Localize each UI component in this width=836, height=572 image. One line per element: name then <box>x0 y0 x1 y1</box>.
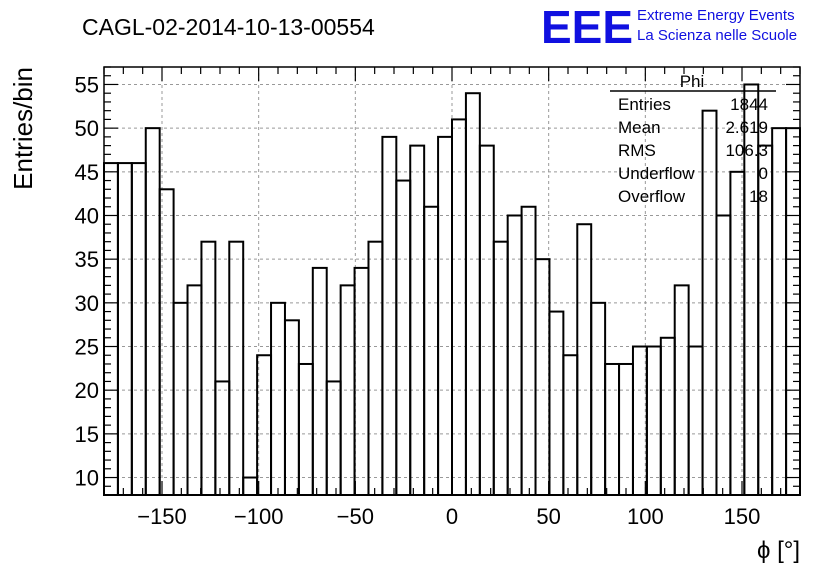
x-tick-label: 150 <box>724 504 761 529</box>
histogram-bin <box>659 336 676 496</box>
histogram-bin <box>576 223 593 496</box>
histogram-bin <box>631 345 648 496</box>
x-tick-label: 50 <box>536 504 560 529</box>
histogram-bin <box>395 179 412 496</box>
logo-line-2: La Scienza nelle Scuole <box>637 27 797 44</box>
x-axis-label: ϕ [°] <box>757 537 800 564</box>
stats-row-value: 2.619 <box>725 118 768 137</box>
y-tick-label: 40 <box>75 203 99 228</box>
histogram-bin <box>409 144 426 496</box>
histogram-bin <box>144 127 161 496</box>
histogram-bin <box>590 301 607 496</box>
histogram-bin <box>214 380 231 496</box>
y-tick-label: 50 <box>75 116 99 141</box>
histogram-bin <box>451 118 467 496</box>
histogram-bin <box>562 354 579 496</box>
axis-ticks: −150 −100 −50 0 50 100 150 10 15 20 25 30 35 40 45 50 55 <box>75 66 801 529</box>
stats-title: Phi <box>680 72 705 91</box>
histogram-bin <box>242 476 259 496</box>
histogram-bin <box>645 345 662 496</box>
histogram-bin <box>311 266 328 496</box>
eee-logo: EEE <box>541 1 633 53</box>
histogram-bin <box>604 362 621 496</box>
histogram-bin <box>256 354 273 496</box>
chart-title: CAGL-02-2014-10-13-00554 <box>82 14 375 40</box>
histogram-bin <box>423 205 440 496</box>
x-tick-label: −50 <box>337 504 374 529</box>
stats-row-value: 0 <box>759 164 768 183</box>
histogram-bin <box>353 266 370 496</box>
y-axis-label: Entries/bin <box>8 67 38 190</box>
stats-row-label: RMS <box>618 141 656 160</box>
histogram-bin <box>200 240 217 496</box>
histogram-bin <box>367 240 384 496</box>
y-tick-label: 15 <box>75 422 99 447</box>
stats-box: Phi Entries 1844 Mean 2.619 RMS 106.3 Underflo… <box>610 72 776 206</box>
x-tick-label: 100 <box>627 504 664 529</box>
logo-line-1: Extreme Energy Events <box>637 7 795 24</box>
histogram-bin <box>715 214 732 496</box>
histogram-bin <box>130 162 147 496</box>
histogram-bin <box>478 144 495 496</box>
histogram-bin <box>437 135 453 496</box>
histogram-bin <box>492 240 509 496</box>
y-tick-label: 55 <box>75 72 99 97</box>
stats-row-value: 18 <box>749 187 768 206</box>
histogram-bin <box>687 345 704 496</box>
stats-rows: Entries 1844 Mean 2.619 RMS 106.3 Underflow 0 Ov… <box>618 95 768 206</box>
histogram-bin <box>172 301 189 496</box>
histogram-bin <box>270 301 286 496</box>
histogram-bin <box>771 127 788 496</box>
y-tick-label: 10 <box>75 466 99 491</box>
y-tick-label: 30 <box>75 291 99 316</box>
histogram-bin <box>618 362 634 496</box>
x-tick-label: 0 <box>446 504 458 529</box>
histogram-bin <box>548 310 565 497</box>
y-tick-label: 20 <box>75 378 99 403</box>
stats-row-label: Underflow <box>618 164 695 183</box>
stats-row-value: 106.3 <box>725 141 768 160</box>
y-tick-label: 35 <box>75 247 99 272</box>
histogram-bin <box>297 362 314 496</box>
x-tick-label: −100 <box>234 504 284 529</box>
histogram-bin <box>534 258 551 496</box>
stats-row-label: Entries <box>618 95 671 114</box>
x-tick-label: −150 <box>137 504 187 529</box>
histogram-bins <box>103 83 802 497</box>
stats-row-label: Overflow <box>618 187 686 206</box>
histogram-bin <box>381 135 398 496</box>
histogram-bin <box>506 214 523 496</box>
histogram-bin <box>464 92 481 497</box>
histogram-bin <box>116 162 133 496</box>
histogram-bin <box>228 240 245 496</box>
stats-row-label: Mean <box>618 118 661 137</box>
histogram-bin <box>520 205 537 496</box>
stats-row-value: 1844 <box>730 95 768 114</box>
y-tick-label: 25 <box>75 335 99 360</box>
y-tick-label: 45 <box>75 160 99 185</box>
